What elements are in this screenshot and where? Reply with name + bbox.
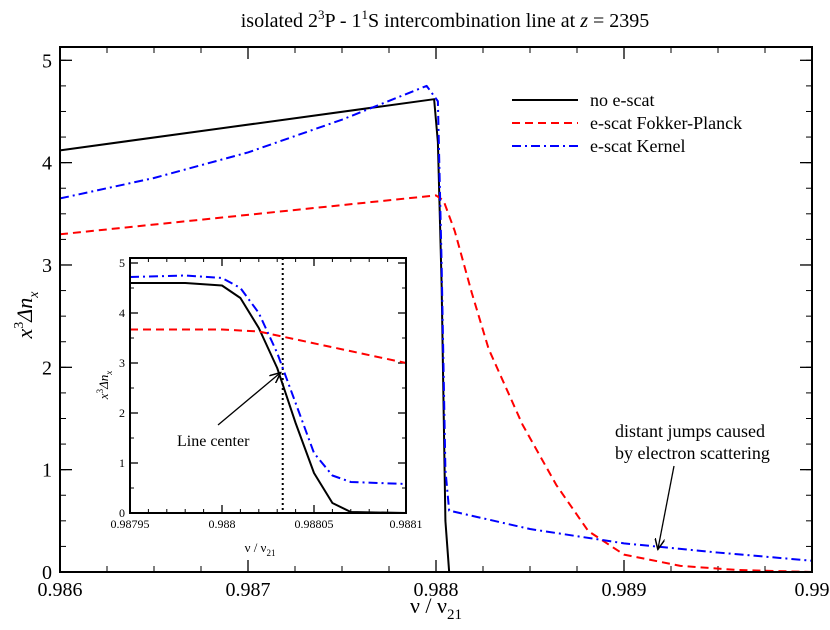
series-line-series-0 xyxy=(130,282,406,513)
legend-label: e-scat Kernel xyxy=(590,136,685,156)
y-tick-label: 5 xyxy=(119,256,125,270)
y-tick-label: 1 xyxy=(42,460,52,482)
x-tick-label: 0.988 xyxy=(414,579,459,601)
y-tick-label: 2 xyxy=(42,357,52,379)
y-axis-label: x3Δnx xyxy=(12,291,42,340)
y-tick-label: 3 xyxy=(119,356,125,370)
inset-background xyxy=(130,258,406,513)
inset-frame xyxy=(129,257,407,514)
x-axis-label: ν / ν21 xyxy=(410,593,462,623)
y-tick-label: 0 xyxy=(119,506,125,520)
y-tick-label: 4 xyxy=(119,306,125,320)
x-tick-label: 0.99 xyxy=(795,579,830,601)
series-line-series-2 xyxy=(130,274,406,485)
series-line-e-scat-fokker-planck xyxy=(60,194,812,572)
series-line-series-1 xyxy=(130,328,406,364)
annotation-arrow-line-center xyxy=(217,373,281,426)
series-line-no-e-scat xyxy=(60,98,812,572)
y-tick-label: 1 xyxy=(119,456,125,470)
inset-y-axis-label: x3Δnx xyxy=(95,371,114,400)
legend-label: no e-scat xyxy=(590,90,654,110)
x-tick-label: 0.98795 xyxy=(111,517,150,531)
x-tick-label: 0.9881 xyxy=(390,517,423,531)
series-line-e-scat-kernel xyxy=(60,84,812,562)
y-tick-label: 5 xyxy=(42,50,52,72)
y-tick-label: 2 xyxy=(119,406,125,420)
inset-x-axis-label: ν / ν21 xyxy=(245,540,276,558)
x-tick-label: 0.987 xyxy=(226,579,271,601)
x-tick-label: 0.98805 xyxy=(295,517,334,531)
x-tick-label: 0.989 xyxy=(602,579,647,601)
legend-label: e-scat Fokker-Planck xyxy=(590,113,742,133)
annotation-arrow-distant-jumps xyxy=(658,465,675,550)
annotation-line-center: Line center xyxy=(177,433,250,450)
annotation-distant-jumps: distant jumps caused by electron scatter… xyxy=(615,421,770,463)
chart-title: isolated 23P - 11S intercombination line… xyxy=(241,7,650,32)
y-tick-label: 0 xyxy=(42,562,52,584)
x-tick-label: 0.988 xyxy=(209,517,236,531)
legend: no e-scat e-scat Fokker-Planck e-scat Ke… xyxy=(512,90,742,156)
y-tick-label: 3 xyxy=(42,255,52,277)
x-tick-label: 0.986 xyxy=(38,579,83,601)
plot-frame xyxy=(59,46,813,573)
y-tick-label: 4 xyxy=(42,153,52,175)
